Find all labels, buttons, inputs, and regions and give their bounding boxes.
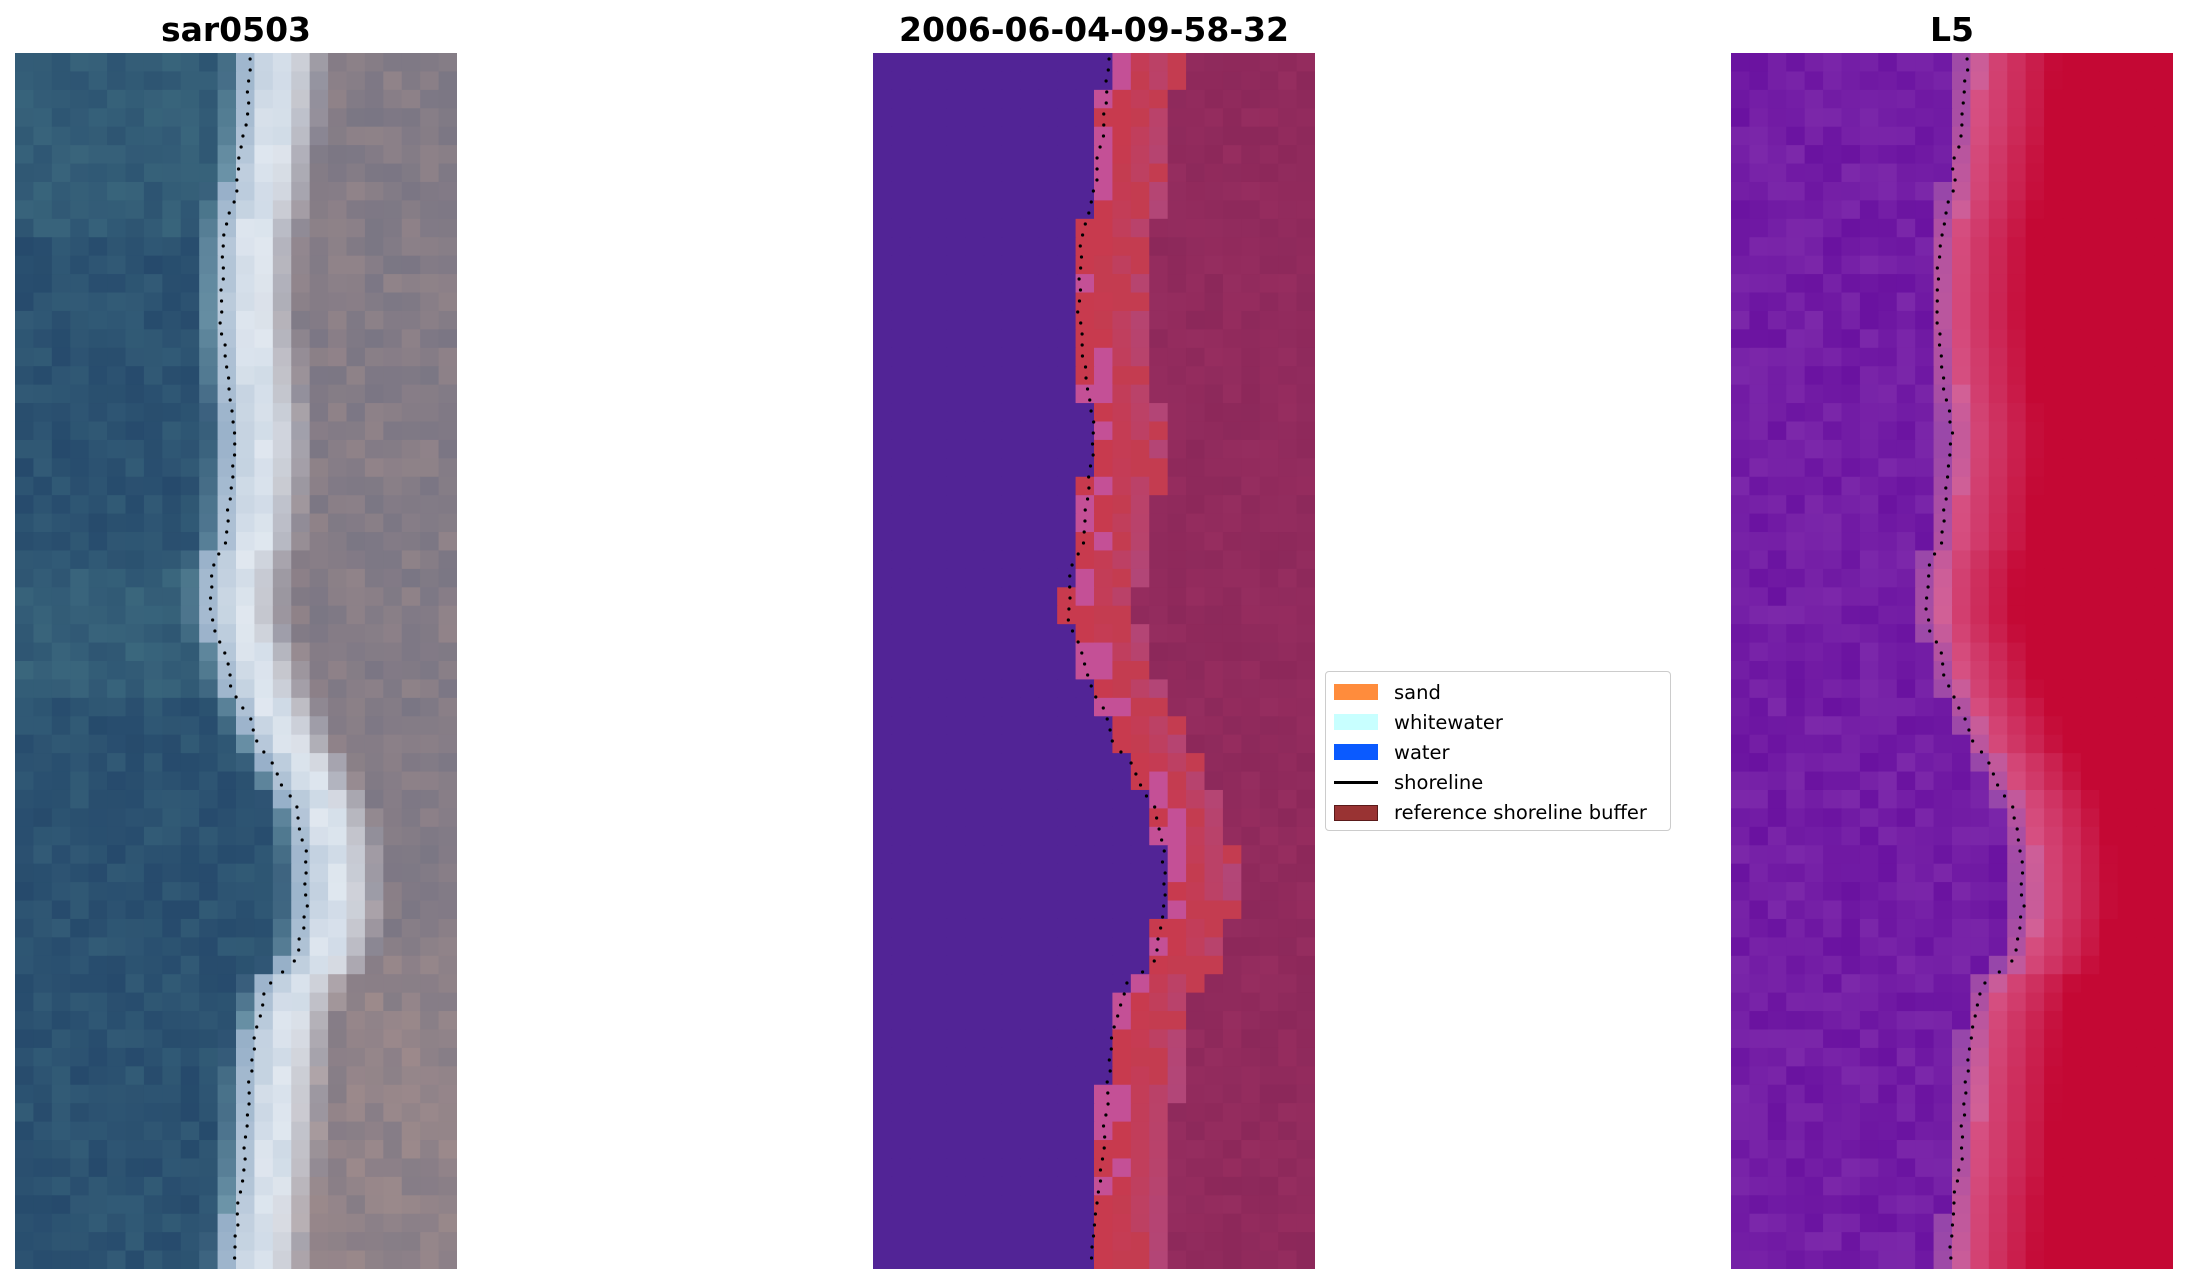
- legend: sand whitewater water shoreline referenc…: [1325, 671, 1671, 831]
- legend-label: water: [1394, 740, 1450, 764]
- index-image: [1731, 53, 2173, 1269]
- legend-label: whitewater: [1394, 710, 1503, 734]
- shoreline-line-icon: [1334, 781, 1378, 785]
- legend-label: sand: [1394, 680, 1441, 704]
- panel-title-index: L5: [1930, 10, 1974, 49]
- legend-item-reference-buffer: reference shoreline buffer: [1334, 798, 1662, 828]
- legend-item-water: water: [1334, 737, 1662, 767]
- water-swatch: [1334, 744, 1378, 761]
- whitewater-swatch: [1334, 714, 1378, 731]
- rgb-satellite-image: [15, 53, 457, 1269]
- panel-title-rgb: sar0503: [160, 10, 312, 49]
- legend-label: reference shoreline buffer: [1394, 801, 1647, 825]
- reference-buffer-swatch: [1334, 804, 1378, 821]
- legend-item-shoreline: shoreline: [1334, 768, 1662, 798]
- legend-item-sand: sand: [1334, 677, 1662, 707]
- sand-swatch: [1334, 684, 1378, 701]
- panel-title-classified: 2006-06-04-09-58-32: [899, 10, 1289, 49]
- classified-image: [873, 53, 1315, 1269]
- legend-label: shoreline: [1394, 771, 1484, 795]
- legend-item-whitewater: whitewater: [1334, 707, 1662, 737]
